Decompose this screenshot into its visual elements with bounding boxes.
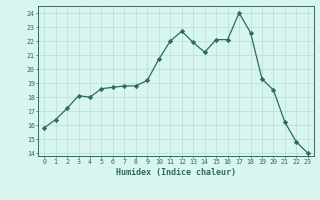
X-axis label: Humidex (Indice chaleur): Humidex (Indice chaleur) — [116, 168, 236, 177]
